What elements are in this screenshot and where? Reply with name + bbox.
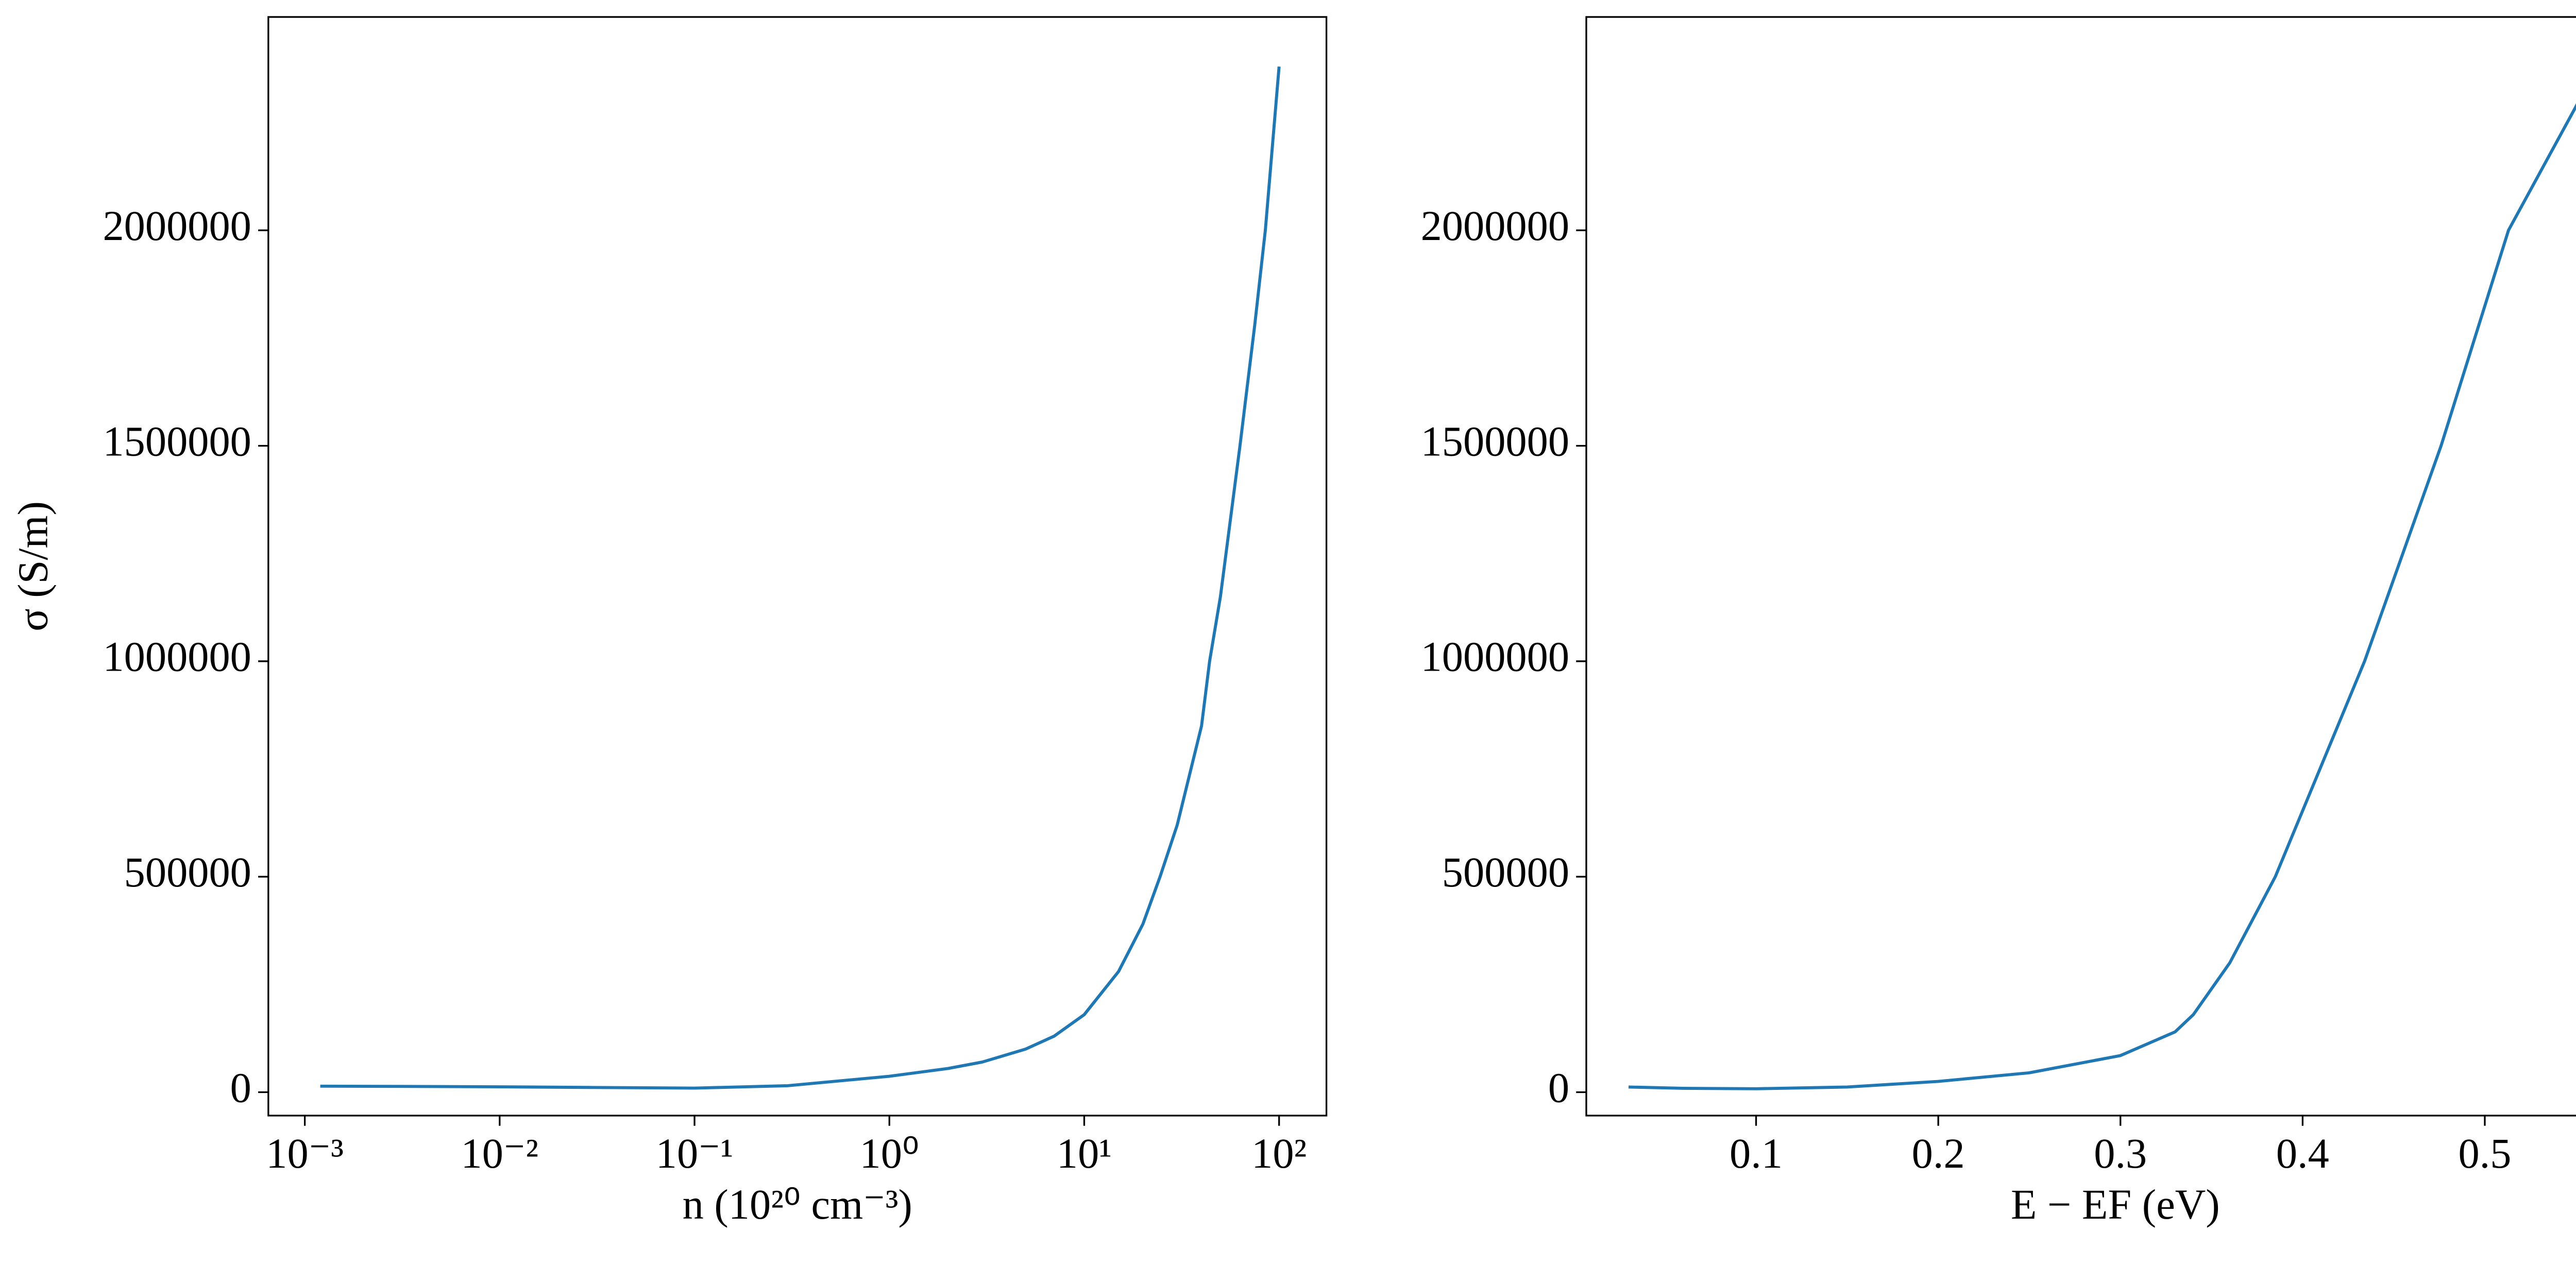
data-line bbox=[1628, 103, 2576, 1090]
x-tick-label: 10² bbox=[1251, 1130, 1307, 1177]
y-tick-label: 0 bbox=[1548, 1064, 1569, 1111]
panel: 0 500000 1000000 1500000 2000000 10⁻³ 10⁻² 10⁻¹… bbox=[9, 16, 1328, 1228]
x-tick-label: 0.5 bbox=[2458, 1130, 2511, 1177]
x-tick-label: 0.2 bbox=[1912, 1130, 1965, 1177]
y-tick-label: 1500000 bbox=[103, 418, 251, 465]
data-line bbox=[320, 66, 1281, 1090]
x-tick-label: 10¹ bbox=[1057, 1130, 1112, 1177]
y-tick-label: 1500000 bbox=[1421, 418, 1569, 465]
y-tick-label: 1000000 bbox=[1421, 634, 1569, 680]
x-tick-label: 0.4 bbox=[2276, 1130, 2329, 1177]
panel: 0 500000 1000000 1500000 2000000 0.1 0.2 0.3 0.4… bbox=[1421, 16, 2576, 1228]
x-tick-label: 10⁻¹ bbox=[656, 1130, 734, 1177]
x-axis-label: n (10²⁰ cm⁻³) bbox=[683, 1181, 912, 1228]
y-axis-label: σ (S/m) bbox=[9, 501, 56, 631]
x-tick-label: 10⁻³ bbox=[266, 1130, 344, 1177]
y-tick-label: 500000 bbox=[124, 849, 251, 896]
plot-frame bbox=[267, 16, 1328, 1117]
x-tick-label: 0.3 bbox=[2094, 1130, 2147, 1177]
x-axis-label: E − EF (eV) bbox=[2011, 1181, 2220, 1228]
x-tick-label: 10⁻² bbox=[461, 1130, 539, 1177]
y-tick-label: 0 bbox=[230, 1064, 251, 1111]
plot-frame bbox=[1585, 16, 2576, 1117]
x-tick-label: 0.1 bbox=[1730, 1130, 1783, 1177]
y-tick-label: 2000000 bbox=[1421, 202, 1569, 249]
y-tick-label: 500000 bbox=[1442, 849, 1569, 896]
y-tick-label: 1000000 bbox=[103, 634, 251, 680]
x-tick-label: 10⁰ bbox=[860, 1130, 919, 1177]
y-tick-label: 2000000 bbox=[103, 202, 251, 249]
